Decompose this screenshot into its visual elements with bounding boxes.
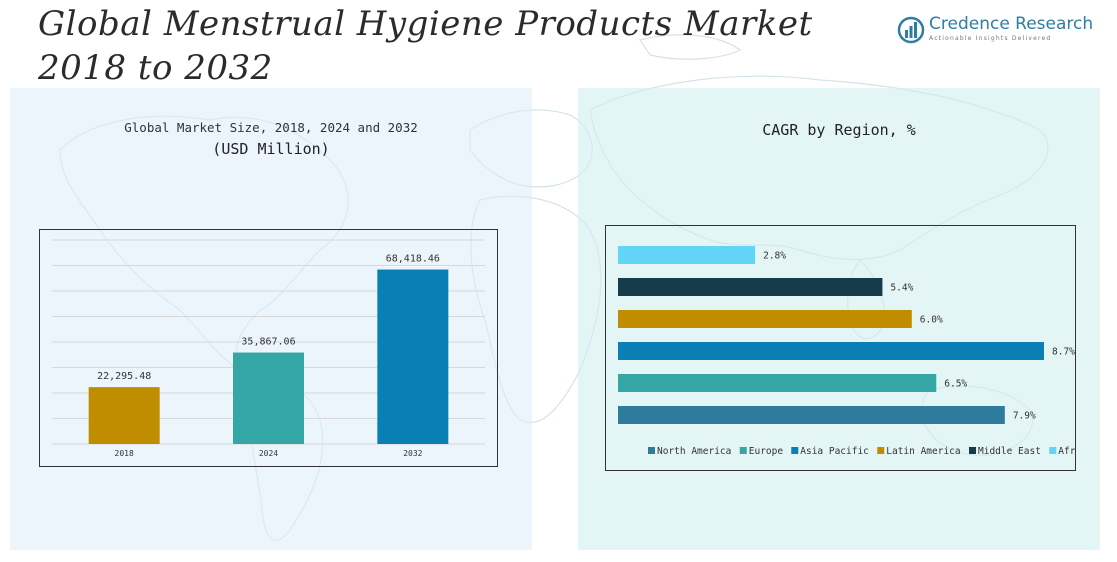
- bar-value-label: 2.8%: [763, 251, 786, 262]
- cagr-chart-frame: 2.8% 5.4% 6.0% 8.7% 6.5% 7.9% North America Eur…: [605, 225, 1093, 471]
- cagr-horizontal-bar-chart: 2.8% 5.4% 6.0% 8.7% 6.5% 7.9% North America Eur…: [618, 246, 1093, 457]
- bar-value-label: 7.9%: [1013, 411, 1036, 422]
- bar-africa: [618, 246, 756, 264]
- legend-label: Asia Pacific: [800, 446, 869, 457]
- legend-swatch: [648, 447, 655, 454]
- legend-swatch: [791, 447, 799, 454]
- legend-label: Europe: [749, 446, 784, 457]
- title-line-1: Global Menstrual Hygiene Products Market: [38, 4, 813, 44]
- market-size-chart-title: Global Market Size, 2018, 2024 and 2032: [124, 120, 418, 135]
- market-size-chart-frame: 22,295.48 2018 35,867.06 2024 68,418.46 2032: [39, 229, 498, 467]
- bar-value-label: 5.4%: [890, 283, 913, 294]
- bar-value-label: 68,418.46: [386, 254, 440, 265]
- bar-2032: [377, 269, 449, 444]
- market-size-chart-subtitle: (USD Million): [212, 140, 330, 158]
- legend-swatch: [969, 447, 976, 454]
- bar-value-label: 6.0%: [920, 315, 943, 326]
- x-tick-label: 2032: [403, 449, 422, 458]
- x-tick-label: 2018: [115, 449, 134, 458]
- brand-logo: Credence Research Actionable Insights De…: [897, 14, 1093, 50]
- bar-2024: [233, 352, 304, 444]
- bar-europe: [618, 374, 937, 392]
- legend-label: Latin America: [886, 446, 960, 457]
- bar-asia-pacific: [618, 342, 1044, 360]
- logo-name: Credence Research: [929, 14, 1094, 34]
- logo-tagline: Actionable Insights Delivered: [929, 35, 1052, 42]
- bar-value-label: 6.5%: [944, 379, 967, 390]
- legend-label: Africa: [1058, 446, 1075, 457]
- legend-swatch: [739, 447, 747, 454]
- legend-label: Middle East: [978, 446, 1041, 457]
- x-tick-label: 2024: [259, 449, 278, 458]
- legend-label: North America: [657, 446, 731, 457]
- legend-swatch: [877, 447, 885, 454]
- bar-north-america: [618, 406, 1005, 424]
- bar-value-label: 35,867.06: [241, 337, 295, 348]
- bar-value-label: 22,295.48: [97, 371, 151, 382]
- bar-latin-america: [618, 310, 912, 328]
- cagr-chart-title: CAGR by Region, %: [762, 121, 916, 139]
- bar-value-label: 8.7%: [1052, 347, 1075, 358]
- market-size-bar-chart: 22,295.48 2018 35,867.06 2024 68,418.46 2032: [52, 239, 485, 458]
- title-line-2: 2018 to 2032: [38, 48, 273, 88]
- page-title: Global Menstrual Hygiene Products Market…: [38, 2, 813, 90]
- logo-icon: [897, 16, 925, 44]
- bar-middle-east: [618, 278, 883, 296]
- bar-2018: [88, 387, 160, 444]
- legend-swatch: [1049, 447, 1057, 454]
